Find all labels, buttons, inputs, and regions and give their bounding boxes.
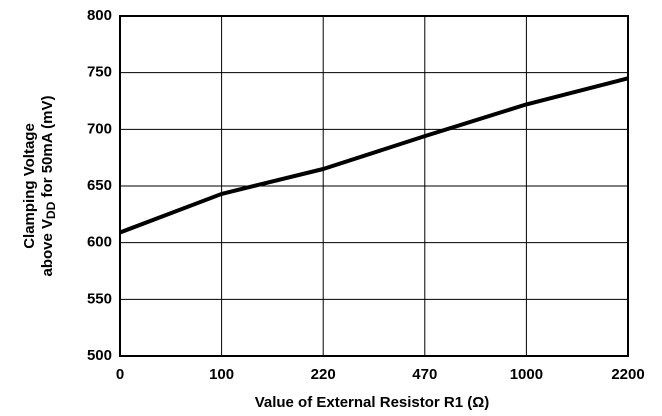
- y-tick-label: 800: [87, 7, 112, 24]
- x-tick-label: 470: [412, 366, 437, 383]
- x-tick-label: 1000: [510, 366, 543, 383]
- x-tick-label: 2200: [611, 366, 644, 383]
- y-tick-label: 550: [87, 290, 112, 307]
- data-line: [119, 76, 629, 235]
- y-axis-label-line: above VDD for 50mA (mV): [39, 95, 58, 276]
- y-tick-label: 600: [87, 234, 112, 251]
- y-tick-label: 500: [87, 347, 112, 364]
- y-tick-label: 650: [87, 177, 112, 194]
- x-tick-label: 0: [116, 366, 124, 383]
- label-subscript: DD: [44, 201, 58, 219]
- x-axis-label: Value of External Resistor R1 (Ω): [255, 394, 490, 411]
- plot-frame: [119, 15, 629, 357]
- label-part: for 50mA (mV): [39, 95, 56, 201]
- label-part: above V: [39, 219, 56, 277]
- y-tick-label: 750: [87, 64, 112, 81]
- y-axis-label: Clamping Voltage above VDD for 50mA (mV): [21, 95, 58, 276]
- x-tick-label: 100: [209, 366, 234, 383]
- y-axis-label-line: Clamping Voltage: [21, 123, 38, 249]
- y-tick-label: 700: [87, 120, 112, 137]
- x-tick-label: 220: [311, 366, 336, 383]
